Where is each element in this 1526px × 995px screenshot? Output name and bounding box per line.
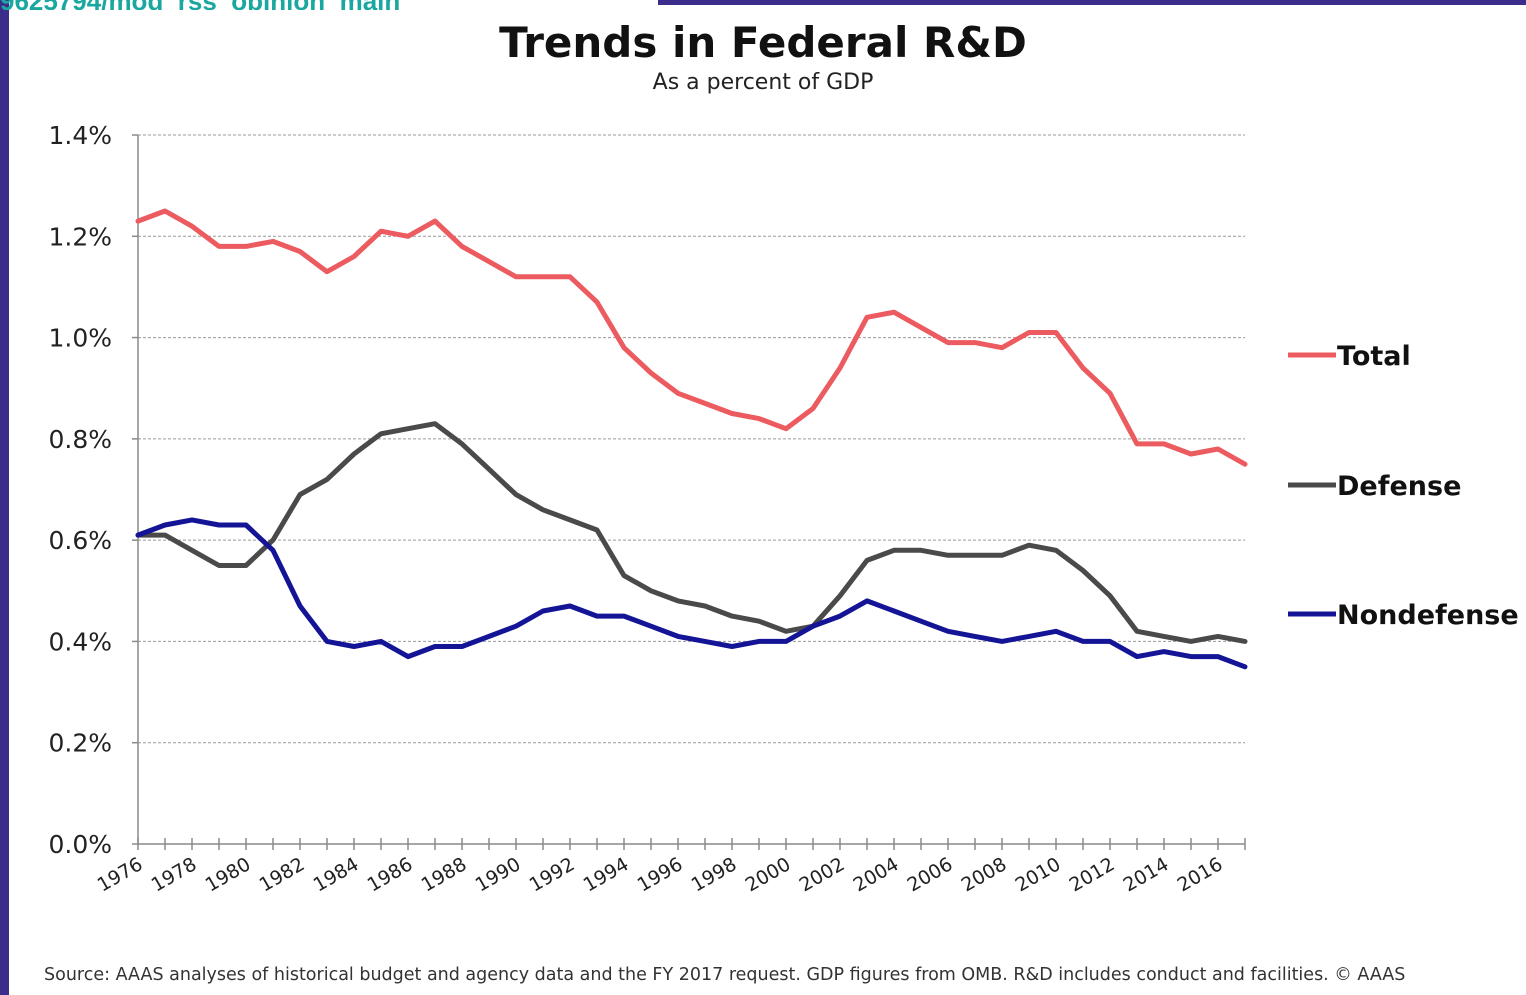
- y-tick-label: 0.4%: [48, 627, 112, 656]
- y-tick-label: 1.0%: [48, 324, 112, 353]
- x-tick-label: 2006: [904, 853, 957, 896]
- y-tick-label: 0.2%: [48, 729, 112, 758]
- y-tick-label: 0.6%: [48, 526, 112, 555]
- y-tick-label: 0.0%: [48, 830, 112, 859]
- chart-subtitle: As a percent of GDP: [652, 70, 874, 95]
- x-tick-label: 2002: [796, 853, 849, 896]
- legend-label-nondefense: Nondefense: [1337, 600, 1519, 631]
- x-tick-label: 1986: [364, 853, 417, 896]
- x-tick-label: 2016: [1174, 853, 1227, 896]
- series-line-defense: [135, 421, 1248, 644]
- y-tick-label: 1.4%: [48, 121, 112, 150]
- x-tick-label: 2010: [1012, 853, 1065, 896]
- legend-label-total: Total: [1337, 341, 1411, 372]
- x-tick-label: 2000: [742, 853, 795, 896]
- y-tick-label: 0.8%: [48, 425, 112, 454]
- x-tick-label: 1994: [580, 853, 633, 896]
- left-border-bar: [0, 0, 9, 995]
- y-tick-label: 1.2%: [48, 222, 112, 251]
- series-line-total: [135, 208, 1248, 467]
- x-tick-label: 1996: [634, 853, 687, 896]
- chart-title: Trends in Federal R&D: [499, 18, 1027, 67]
- source-note: Source: AAAS analyses of historical budg…: [44, 965, 1406, 985]
- x-tick-label: 2012: [1066, 853, 1119, 896]
- x-tick-label: 1990: [472, 853, 525, 896]
- x-tick-label: 2014: [1120, 853, 1173, 896]
- top-border-rule: [658, 0, 1526, 5]
- x-tick-label: 1988: [418, 853, 471, 896]
- series-line-nondefense: [135, 517, 1248, 670]
- x-tick-label: 1980: [202, 853, 255, 896]
- x-tick-label: 1976: [94, 853, 147, 896]
- x-tick-label: 2004: [850, 853, 903, 896]
- x-tick-label: 2008: [958, 853, 1011, 896]
- x-tick-label: 1982: [256, 853, 309, 896]
- x-tick-label: 1984: [310, 853, 363, 896]
- legend-label-defense: Defense: [1337, 471, 1461, 502]
- x-tick-label: 1998: [688, 853, 741, 896]
- x-tick-label: 1992: [526, 853, 579, 896]
- x-tick-label: 1978: [148, 853, 201, 896]
- page-link-text[interactable]: 9625794/mod_rss_opinion_main: [0, 0, 640, 10]
